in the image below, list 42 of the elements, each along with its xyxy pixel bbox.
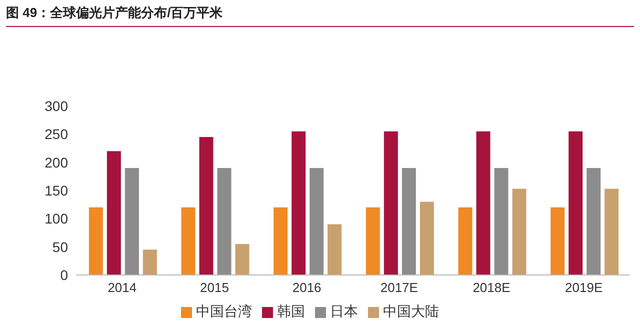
- legend-label: 中国大陆: [383, 303, 439, 319]
- bar: [124, 168, 139, 275]
- bar: [366, 207, 380, 275]
- legend-label: 韩国: [277, 303, 305, 319]
- bar: [310, 168, 324, 275]
- legend-label: 中国台湾: [196, 303, 252, 319]
- bar: [568, 131, 583, 275]
- x-tick-label: 2015: [200, 280, 229, 296]
- bar: [235, 244, 250, 275]
- y-tick-label: 150: [44, 182, 68, 198]
- x-tick-label: 2018E: [472, 280, 511, 296]
- x-tick-label: 2019E: [565, 280, 603, 296]
- bar: [604, 188, 619, 275]
- bar: [199, 136, 214, 275]
- bar: [420, 202, 434, 275]
- bar: [384, 131, 398, 275]
- y-tick-label: 100: [44, 210, 68, 227]
- bar: [476, 131, 490, 275]
- bar: [512, 188, 526, 275]
- bar: [328, 224, 342, 275]
- bar: [402, 168, 416, 275]
- bar: [106, 151, 121, 275]
- y-tick-label: 250: [44, 126, 68, 142]
- x-tick-label: 2014: [108, 280, 137, 296]
- bar: [274, 207, 288, 275]
- x-tick-label: 2016: [292, 280, 322, 296]
- bar: [88, 207, 103, 275]
- chart-title: 图 49：全球偏光片产能分布/百万平米: [6, 4, 223, 22]
- y-tick-label: 50: [52, 238, 68, 255]
- y-tick-label: 300: [44, 98, 68, 114]
- bar: [458, 207, 472, 275]
- x-tick-label: 2017E: [380, 280, 418, 296]
- y-tick-label: 0: [60, 266, 68, 283]
- bar: [181, 207, 196, 275]
- y-tick-label: 200: [44, 154, 68, 170]
- bar: [292, 131, 306, 275]
- bar: [550, 207, 565, 275]
- bar: [217, 168, 232, 275]
- legend-label: 日本: [330, 303, 358, 319]
- bar: [586, 168, 601, 275]
- bar: [494, 168, 508, 275]
- bar: [142, 250, 157, 275]
